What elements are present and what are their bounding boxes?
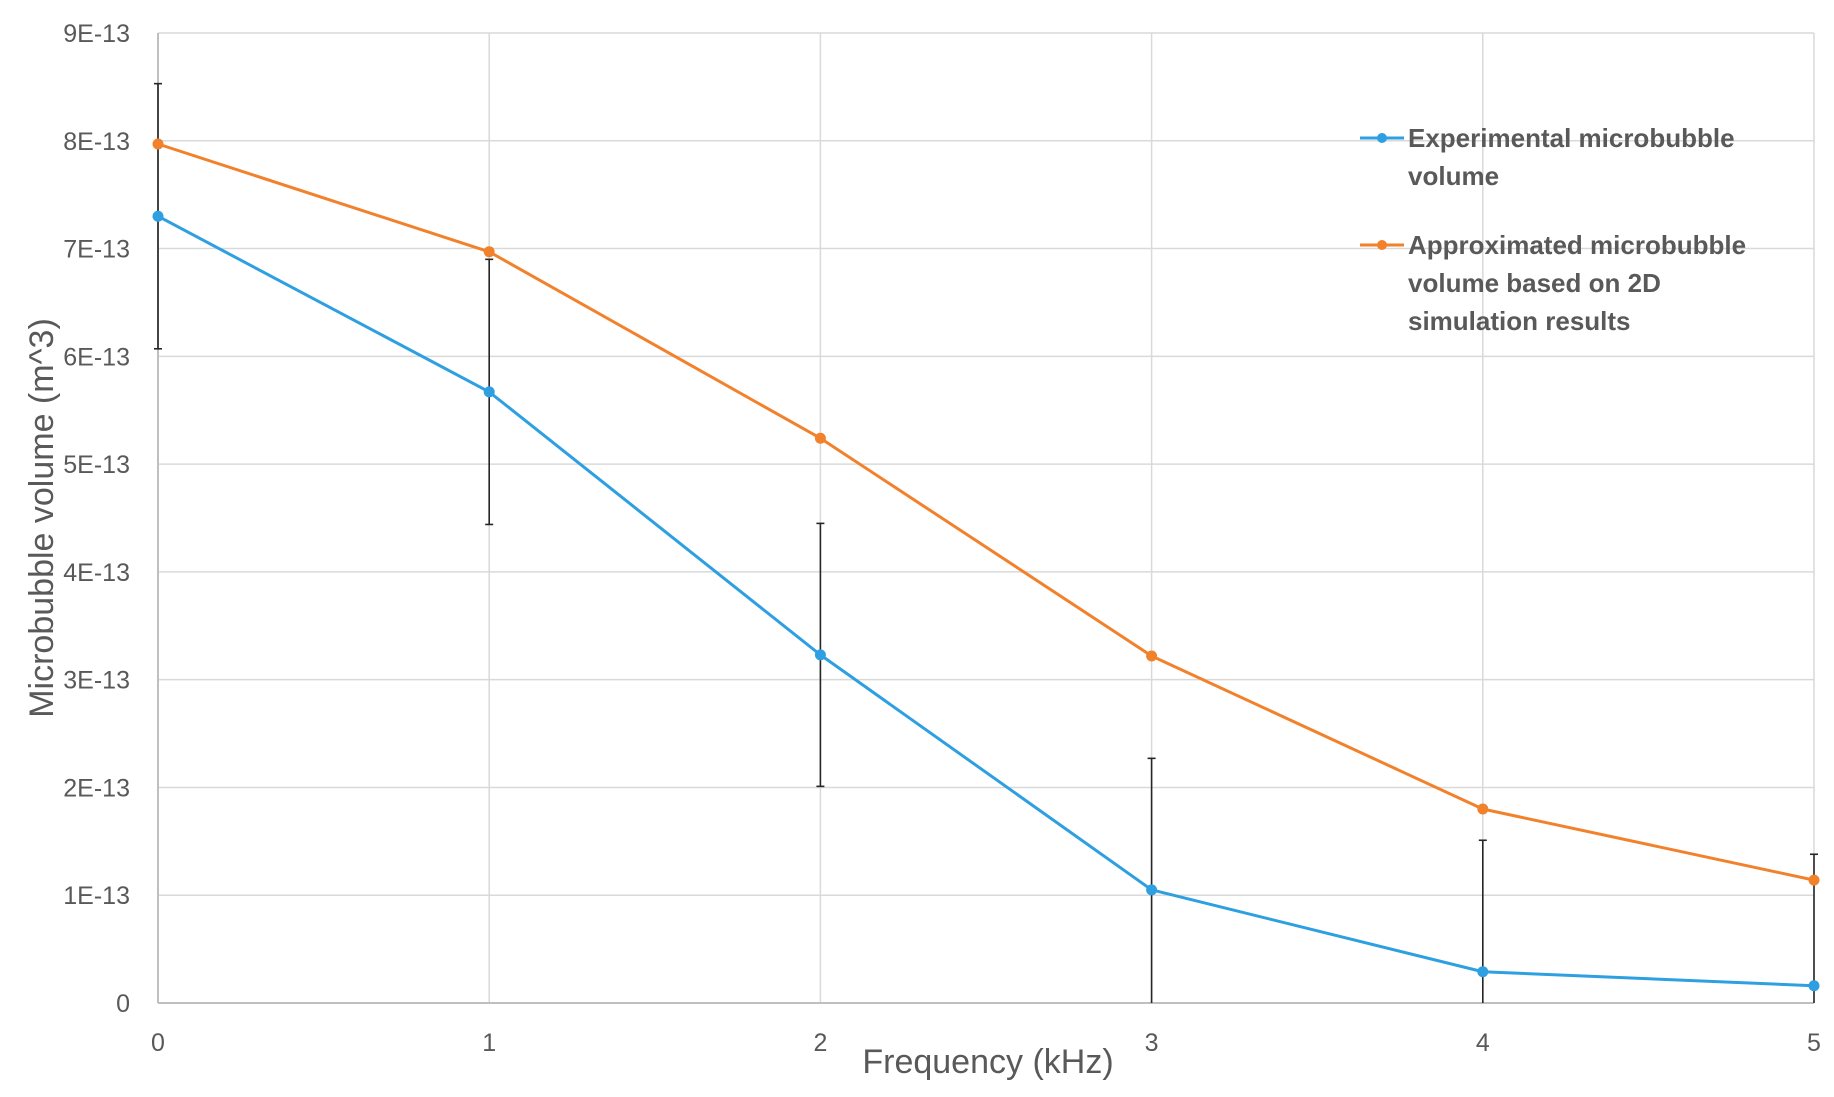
y-tick-label: 5E-13 [63,451,130,479]
x-tick-label: 0 [151,1029,165,1057]
y-axis-title: Microbubble volume (m^3) [23,318,61,718]
x-tick-label: 2 [813,1029,827,1057]
data-point [814,432,826,444]
x-tick-label: 5 [1807,1029,1821,1057]
tick-labels: 0 1E-13 2E-13 3E-13 4E-13 5E-13 6E-13 7E-13 8E-1… [63,20,1821,1057]
series-lines [152,138,1820,992]
y-tick-label: 7E-13 [63,236,130,264]
gridlines [158,32,1815,1003]
y-tick-label: 2E-13 [63,774,130,802]
data-point [1146,650,1158,662]
data-point [152,210,164,222]
x-tick-label: 3 [1145,1029,1159,1057]
legend-label: Approximated microbubble [1408,230,1746,260]
series-line-1 [157,214,1815,988]
x-axis-title: Frequency (kHz) [862,1043,1113,1081]
y-tick-label: 8E-13 [63,128,130,156]
y-tick-label: 4E-13 [63,559,130,587]
data-point [483,246,495,258]
legend-label: volume [1408,161,1499,191]
legend: Experimental microbubble volume Approximat… [1360,123,1746,336]
series-line-2 [157,142,1815,882]
y-tick-label: 9E-13 [63,20,130,48]
y-tick-label: 1E-13 [63,882,130,910]
y-tick-label: 0 [116,990,130,1018]
x-tick-label: 4 [1476,1029,1490,1057]
data-point [1808,874,1820,886]
legend-key-marker [1377,240,1387,250]
y-tick-label: 3E-13 [63,667,130,695]
data-point [1477,966,1489,978]
data-point [1808,980,1820,992]
legend-key-marker [1377,133,1387,143]
data-point [152,138,164,150]
legend-label: simulation results [1408,306,1631,336]
data-point [1146,884,1158,896]
x-tick-label: 1 [482,1029,496,1057]
data-point [1477,803,1489,815]
axes [157,33,1814,1004]
data-point [483,386,495,398]
legend-label: Experimental microbubble [1408,123,1735,153]
data-point [814,649,826,661]
y-tick-label: 6E-13 [63,343,130,371]
legend-label: volume based on 2D [1408,268,1661,298]
error-bars [154,82,1818,1003]
